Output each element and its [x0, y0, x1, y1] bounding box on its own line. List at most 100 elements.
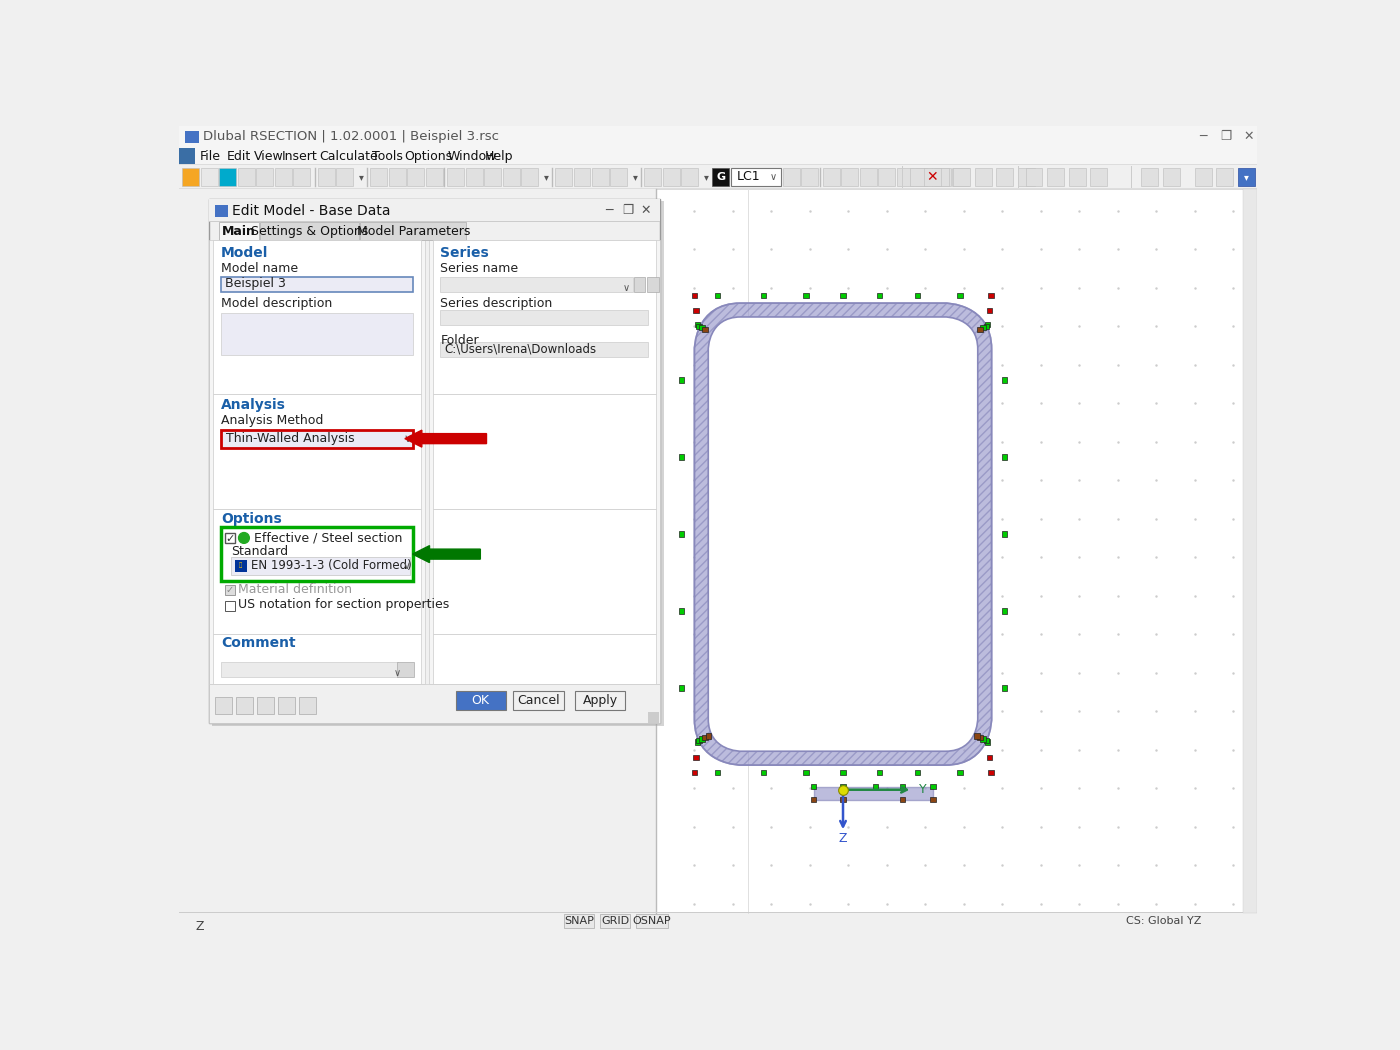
Text: Dlubal RSECTION | 1.02.0001 | Beispiel 3.rsc: Dlubal RSECTION | 1.02.0001 | Beispiel 3… [203, 130, 500, 143]
Text: ▾: ▾ [358, 172, 364, 182]
Text: OK: OK [472, 694, 490, 707]
Bar [692, 770, 697, 776]
Bar [389, 168, 406, 186]
Bar [980, 326, 986, 331]
Bar [900, 784, 904, 790]
Text: Analysis Method: Analysis Method [221, 415, 323, 427]
Bar [931, 784, 935, 790]
Text: Series description: Series description [440, 297, 553, 311]
Bar [872, 784, 878, 790]
Bar [715, 770, 720, 776]
Bar [662, 168, 680, 186]
Text: ❒: ❒ [622, 204, 633, 217]
Bar [934, 168, 951, 186]
Bar [762, 293, 766, 298]
Text: ✕: ✕ [641, 204, 651, 217]
Bar [731, 168, 781, 186]
Text: Insert: Insert [281, 149, 318, 163]
Bar [876, 770, 882, 776]
Bar [910, 168, 927, 186]
Bar [1238, 168, 1254, 186]
Bar [679, 455, 685, 460]
Bar [679, 686, 685, 691]
Bar [916, 168, 932, 186]
Bar [258, 696, 274, 714]
Bar [213, 509, 421, 634]
Bar [336, 168, 353, 186]
Bar [811, 784, 816, 790]
Bar [715, 293, 720, 298]
Bar [924, 168, 941, 186]
Text: Folder: Folder [440, 334, 479, 346]
Bar [986, 322, 990, 328]
Bar [682, 168, 699, 186]
Bar [694, 739, 700, 744]
Bar [398, 662, 414, 676]
Bar [679, 377, 685, 383]
Bar [221, 313, 413, 356]
Text: Apply: Apply [582, 694, 617, 707]
Bar [433, 394, 657, 509]
Text: G: G [715, 172, 725, 182]
Bar [696, 323, 701, 329]
Bar [703, 327, 708, 332]
Text: Thin-Walled Analysis: Thin-Walled Analysis [227, 433, 354, 445]
Text: LC1: LC1 [736, 170, 760, 184]
Bar [840, 293, 846, 298]
Bar [1091, 168, 1107, 186]
Text: ▾: ▾ [633, 172, 637, 182]
Bar [433, 240, 657, 394]
Bar [456, 691, 505, 710]
Bar [599, 915, 630, 928]
Bar [433, 634, 657, 685]
Text: Effective / Steel section: Effective / Steel section [253, 531, 402, 545]
Text: ✓: ✓ [225, 585, 234, 594]
Text: Z: Z [839, 832, 847, 845]
Bar [238, 168, 255, 186]
Bar [1002, 455, 1008, 460]
Bar [563, 915, 594, 928]
Bar [256, 168, 273, 186]
Bar [813, 786, 932, 800]
Text: ─: ─ [605, 204, 613, 217]
Bar [503, 168, 519, 186]
Bar [440, 342, 648, 357]
Text: Model Parameters: Model Parameters [357, 225, 470, 237]
Text: ⭐: ⭐ [239, 563, 242, 568]
Bar [1002, 686, 1008, 691]
Bar [221, 277, 413, 292]
Text: ✓: ✓ [225, 533, 235, 544]
Bar [224, 601, 235, 611]
Text: Main: Main [221, 225, 255, 237]
Bar [210, 200, 659, 722]
Bar [986, 739, 990, 744]
Bar [433, 509, 657, 634]
Bar [554, 168, 573, 186]
Bar [370, 168, 388, 186]
Text: Cancel: Cancel [517, 694, 560, 707]
Text: CS: Global YZ: CS: Global YZ [1126, 917, 1201, 926]
Bar [700, 736, 704, 741]
Text: GRID: GRID [601, 917, 629, 926]
Circle shape [238, 532, 249, 543]
Text: ▾: ▾ [1245, 172, 1249, 182]
Text: Series name: Series name [440, 261, 518, 275]
Text: Series: Series [440, 246, 489, 260]
Bar [980, 736, 986, 741]
Bar [916, 770, 920, 776]
Bar [988, 770, 994, 776]
Bar [679, 531, 685, 537]
Text: Y: Y [918, 783, 925, 796]
Bar [657, 189, 1257, 912]
Bar [1002, 531, 1008, 537]
Bar [574, 168, 591, 186]
Bar [648, 712, 659, 722]
Bar [840, 797, 846, 802]
Bar [277, 696, 295, 714]
Bar [213, 201, 665, 726]
Text: SNAP: SNAP [564, 917, 594, 926]
Text: US notation for section properties: US notation for section properties [238, 598, 449, 611]
Bar [897, 168, 914, 186]
Bar [706, 733, 711, 738]
Text: C:\Users\Irena\Downloads: C:\Users\Irena\Downloads [444, 342, 596, 356]
